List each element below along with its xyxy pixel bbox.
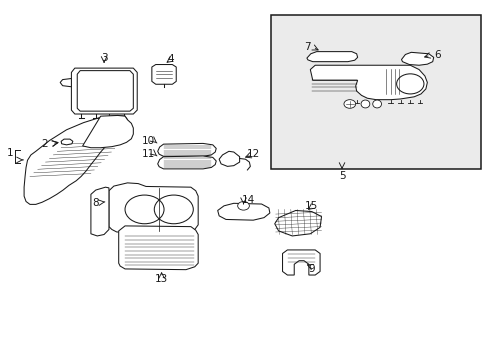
Text: 8: 8 (92, 198, 99, 208)
Text: 7: 7 (304, 42, 310, 51)
Text: 15: 15 (305, 201, 318, 211)
Polygon shape (310, 65, 427, 100)
Text: 14: 14 (241, 195, 255, 205)
Text: 10: 10 (141, 136, 154, 146)
Circle shape (237, 202, 249, 210)
Polygon shape (158, 143, 216, 156)
Polygon shape (217, 203, 269, 220)
Polygon shape (119, 226, 198, 270)
Text: 9: 9 (308, 264, 314, 274)
Polygon shape (282, 250, 320, 275)
Circle shape (343, 100, 355, 108)
Text: 5: 5 (338, 171, 345, 181)
Text: 13: 13 (155, 274, 168, 284)
Polygon shape (401, 52, 433, 65)
Text: 11: 11 (141, 149, 154, 159)
Text: 2: 2 (41, 139, 48, 149)
Polygon shape (219, 151, 239, 166)
Polygon shape (91, 187, 109, 236)
Polygon shape (274, 211, 321, 236)
Text: 4: 4 (167, 54, 173, 64)
Text: 12: 12 (246, 149, 259, 159)
Ellipse shape (372, 100, 381, 108)
Polygon shape (306, 51, 357, 62)
Polygon shape (61, 139, 73, 145)
Polygon shape (82, 116, 133, 148)
Polygon shape (109, 183, 198, 232)
Polygon shape (152, 64, 176, 84)
Polygon shape (158, 156, 216, 169)
Ellipse shape (360, 100, 369, 108)
Polygon shape (60, 78, 71, 87)
Polygon shape (71, 68, 137, 114)
Text: 3: 3 (101, 53, 107, 63)
Text: 6: 6 (433, 50, 440, 60)
Bar (271, 15, 480, 169)
Text: 1: 1 (7, 148, 14, 158)
Polygon shape (24, 116, 127, 204)
